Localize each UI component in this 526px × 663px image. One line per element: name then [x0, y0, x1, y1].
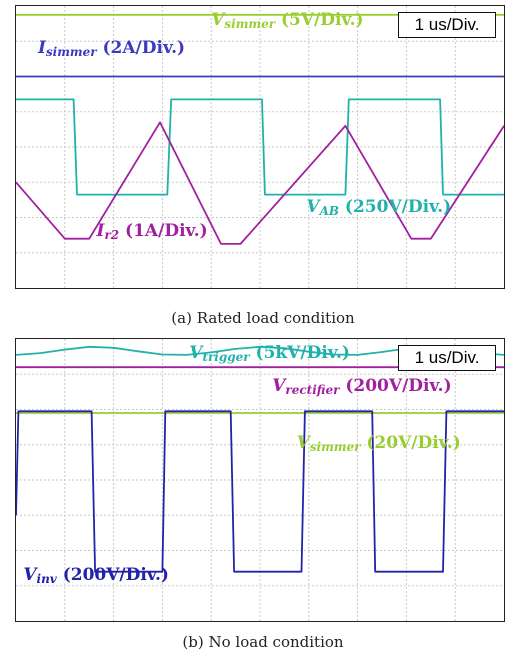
- trace-label-v-rectifier: Vrectifier (200V/Div.): [272, 376, 452, 398]
- caption-b: (b) No load condition: [182, 633, 344, 651]
- trace-label-symbol: V: [272, 376, 286, 397]
- trace-label-scale: (2A/Div.): [96, 38, 186, 59]
- trace-label-symbol: V: [189, 342, 203, 363]
- trace-label-i-r2: Ir2 (1A/Div.): [96, 221, 208, 243]
- trace-label-scale: (5V/Div.): [275, 9, 364, 30]
- oscilloscope-panel-a: 1 us/Div. Vsimmer (5V/Div.) Isimmer (2A/D…: [15, 5, 505, 289]
- trace-label-subscript: trigger: [202, 349, 250, 364]
- trace-label-subscript: r2: [104, 228, 120, 243]
- scope-plot-b: [16, 339, 504, 621]
- timebase-label-a: 1 us/Div.: [398, 12, 496, 38]
- trace-v-inv: [16, 410, 504, 573]
- trace-label-v-inv: Vinv (200V/Div.): [23, 564, 169, 586]
- trace-label-v-simmer: Vsimmer (5V/Div.): [211, 9, 364, 31]
- trace-label-scale: (1A/Div.): [119, 221, 208, 242]
- trace-v-ab: [16, 98, 504, 196]
- trace-label-v-ab: VAB (250V/Div.): [306, 196, 452, 218]
- trace-label-scale: (5kV/Div.): [249, 342, 350, 363]
- caption-a: (a) Rated load condition: [171, 309, 355, 327]
- trace-label-symbol: V: [306, 196, 320, 217]
- grid-lines: [16, 339, 504, 621]
- trace-label-subscript: rectifier: [285, 383, 340, 398]
- trace-label-scale: (250V/Div.): [339, 196, 452, 217]
- oscilloscope-panel-b: 1 us/Div. Vtrigger (5kV/Div.) Vrectifier …: [15, 338, 505, 622]
- trace-label-symbol: V: [296, 432, 310, 453]
- trace-label-subscript: simmer: [45, 45, 97, 60]
- trace-label-v-simmer: Vsimmer (20V/Div.): [296, 432, 461, 454]
- trace-label-scale: (200V/Div.): [56, 564, 169, 585]
- trace-label-symbol: I: [96, 221, 105, 242]
- trace-label-symbol: V: [23, 564, 37, 585]
- trace-i-r2: [16, 121, 504, 245]
- trace-label-subscript: simmer: [224, 16, 276, 31]
- trace-label-subscript: AB: [319, 203, 340, 218]
- trace-label-scale: (20V/Div.): [360, 432, 461, 453]
- trace-label-scale: (200V/Div.): [339, 376, 452, 397]
- trace-label-symbol: V: [211, 9, 225, 30]
- trace-label-v-trigger: Vtrigger (5kV/Div.): [189, 342, 350, 364]
- trace-label-subscript: simmer: [309, 439, 361, 454]
- trace-label-subscript: inv: [36, 571, 57, 586]
- trace-label-i-simmer: Isimmer (2A/Div.): [37, 38, 186, 60]
- trace-label-symbol: I: [37, 38, 46, 59]
- timebase-label-b: 1 us/Div.: [398, 345, 496, 371]
